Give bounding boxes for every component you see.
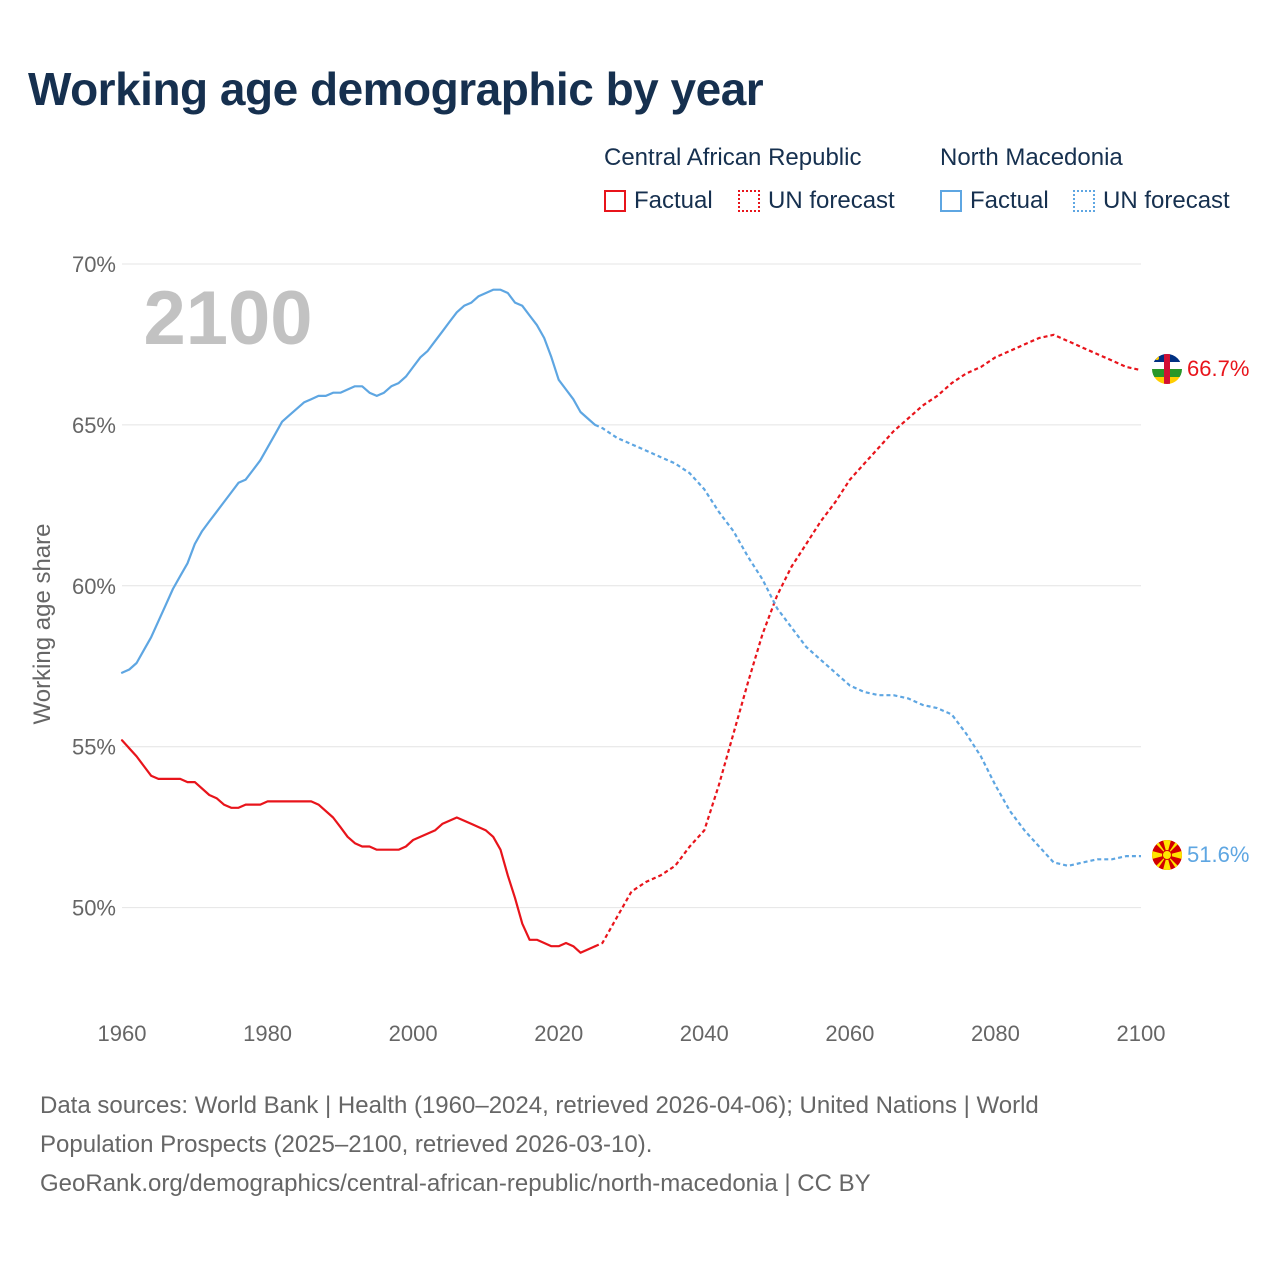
legend-swatch-car-factual xyxy=(604,190,626,212)
line-chart: 50% 55% 60% 65% 70% 1960 1980 2000 2020 2040 2060… xyxy=(29,252,1249,1046)
y-tick-label: 55% xyxy=(72,735,116,760)
x-tick-label: 1980 xyxy=(243,1021,292,1046)
series-line-north-macedonia-forecast[interactable] xyxy=(594,423,1141,867)
x-tick-label: 2000 xyxy=(389,1021,438,1046)
legend-swatch-mk-factual xyxy=(940,190,962,212)
x-tick-label: 2020 xyxy=(534,1021,583,1046)
y-axis-label: Working age share xyxy=(29,524,56,725)
legend-group-central-african-republic: Central African Republic xyxy=(604,144,862,171)
legend-group-north-macedonia: North Macedonia xyxy=(940,144,1123,171)
legend-swatch-mk-forecast xyxy=(1073,190,1095,212)
legend-label-mk-forecast: UN forecast xyxy=(1103,187,1230,214)
year-overlay: 2100 xyxy=(143,276,312,361)
grid xyxy=(122,263,1141,909)
footer-line-3: GeoRank.org/demographics/central-african… xyxy=(40,1170,871,1197)
x-tick-label: 2100 xyxy=(1117,1021,1166,1046)
central-african-republic-flag-icon xyxy=(1152,354,1182,384)
footer-sources: Data sources: World Bank | Health (1960–… xyxy=(40,1086,1240,1203)
chart-title: Working age demographic by year xyxy=(28,63,764,115)
legend-item-car-forecast[interactable]: UN forecast xyxy=(738,186,895,216)
footer-line-1: Data sources: World Bank | Health (1960–… xyxy=(40,1092,1039,1119)
y-axis-ticks: 50% 55% 60% 65% 70% xyxy=(72,252,116,921)
x-tick-label: 2040 xyxy=(680,1021,729,1046)
legend-item-car-factual[interactable]: Factual xyxy=(604,186,713,216)
footer-line-2: Population Prospects (2025–2100, retriev… xyxy=(40,1131,653,1158)
series-line-central-african-republic-forecast[interactable] xyxy=(594,333,1142,948)
north-macedonia-flag-icon xyxy=(1152,840,1182,870)
end-label-central-african-republic: 66.7% xyxy=(1187,356,1249,381)
legend-label-car-factual: Factual xyxy=(634,187,713,214)
x-tick-label: 2060 xyxy=(825,1021,874,1046)
y-tick-label: 70% xyxy=(72,252,116,277)
x-tick-label: 2080 xyxy=(971,1021,1020,1046)
y-tick-label: 50% xyxy=(72,896,116,921)
series-line-north-macedonia-factual[interactable] xyxy=(120,288,597,674)
series-line-central-african-republic-factual[interactable] xyxy=(120,739,597,954)
legend-item-mk-factual[interactable]: Factual xyxy=(940,186,1049,216)
x-tick-label: 1960 xyxy=(98,1021,147,1046)
legend-swatch-car-forecast xyxy=(738,190,760,212)
legend-item-mk-forecast[interactable]: UN forecast xyxy=(1073,186,1230,216)
y-tick-label: 65% xyxy=(72,413,116,438)
legend-label-mk-factual: Factual xyxy=(970,187,1049,214)
series xyxy=(120,288,1142,954)
end-label-north-macedonia: 51.6% xyxy=(1187,842,1249,867)
legend-label-car-forecast: UN forecast xyxy=(768,187,895,214)
x-axis-ticks: 1960 1980 2000 2020 2040 2060 2080 2100 xyxy=(98,1021,1166,1046)
y-tick-label: 60% xyxy=(72,574,116,599)
